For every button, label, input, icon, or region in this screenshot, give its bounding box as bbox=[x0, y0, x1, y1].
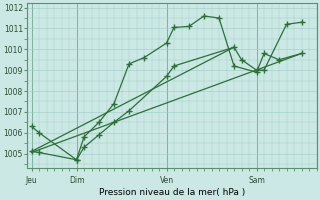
X-axis label: Pression niveau de la mer( hPa ): Pression niveau de la mer( hPa ) bbox=[99, 188, 245, 197]
